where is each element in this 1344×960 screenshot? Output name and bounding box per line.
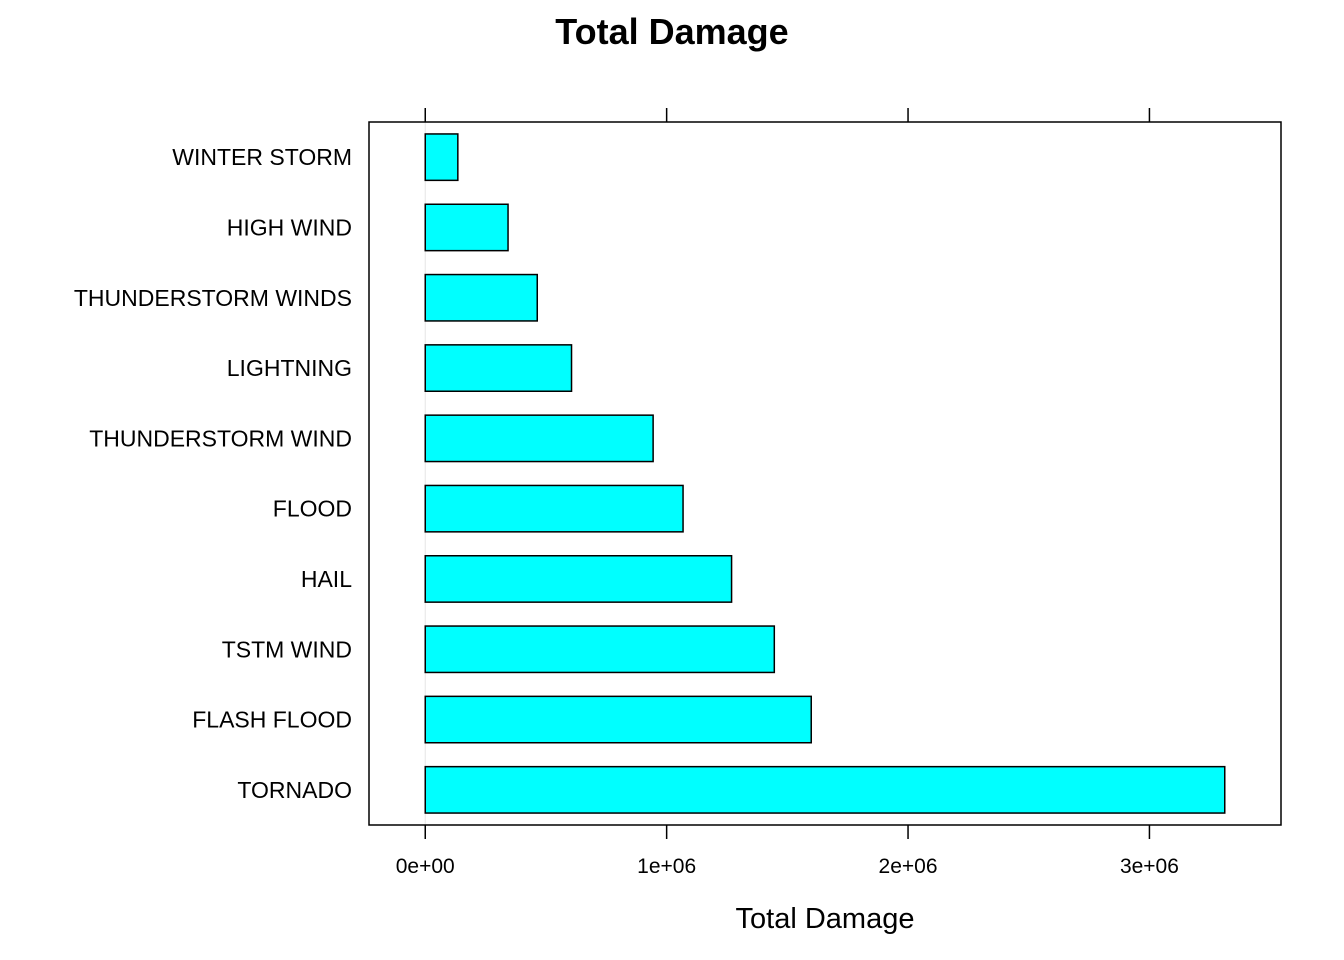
chart-title: Total Damage: [555, 11, 788, 52]
x-tick-label: 2e+06: [879, 855, 938, 878]
x-axis-label: Total Damage: [736, 903, 915, 935]
category-label: THUNDERSTORM WINDS: [74, 285, 352, 311]
category-label: LIGHTNING: [227, 355, 352, 381]
x-tick-label: 1e+06: [637, 855, 696, 878]
bar-tornado: [424, 765, 1226, 814]
category-label: THUNDERSTORM WIND: [89, 425, 352, 451]
bar-lightning: [424, 344, 573, 392]
x-tick-label: 3e+06: [1120, 855, 1179, 878]
bar-winter-storm: [424, 133, 459, 182]
category-labels: TORNADO FLASH FLOOD TSTM WIND HAIL FLOOD THUN…: [74, 144, 352, 803]
bars-group: [424, 133, 1226, 814]
category-label: HAIL: [301, 566, 352, 592]
x-axis-ticks: 0e+00 1e+06 2e+06 3e+06: [396, 108, 1179, 878]
category-label: WINTER STORM: [172, 144, 352, 170]
bar-hail: [424, 555, 733, 603]
bar-thunderstorm-wind: [424, 414, 654, 463]
category-label: TSTM WIND: [222, 636, 352, 662]
bar-flash-flood: [424, 695, 812, 744]
bar-high-wind: [424, 203, 509, 252]
category-label: FLOOD: [273, 496, 352, 522]
bar-flood: [424, 484, 684, 533]
category-label: HIGH WIND: [227, 214, 352, 240]
x-tick-label: 0e+00: [396, 855, 455, 878]
category-label: TORNADO: [237, 777, 352, 803]
plot-frame: [368, 121, 1282, 826]
bar-tstm-wind: [424, 625, 776, 674]
category-label: FLASH FLOOD: [192, 707, 352, 733]
bar-thunderstorm-winds: [424, 273, 539, 322]
